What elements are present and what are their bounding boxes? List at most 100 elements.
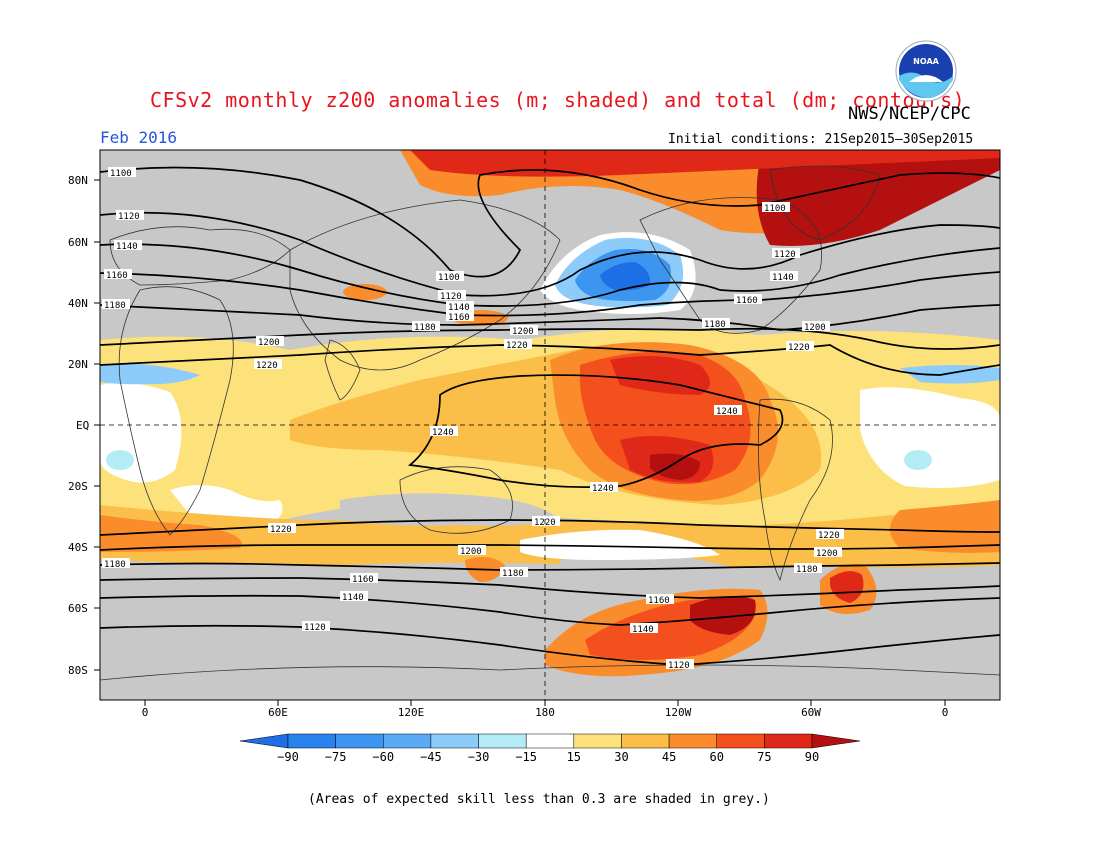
contour-label-1160-sc: 1160 — [646, 594, 674, 606]
contour-1140 — [100, 243, 1000, 307]
svg-text:1200: 1200 — [512, 327, 534, 337]
svg-text:1240: 1240 — [716, 407, 738, 417]
contour-1140-south — [100, 594, 1000, 626]
skill-footnote: (Areas of expected skill less than 0.3 a… — [308, 792, 770, 807]
contour-label-1200-s: 1200 — [458, 545, 486, 557]
svg-text:1120: 1120 — [668, 661, 690, 671]
contour-label-1200-se: 1200 — [814, 547, 842, 559]
svg-text:1160: 1160 — [648, 596, 670, 606]
colorbar-swatch — [335, 733, 384, 749]
india-coast — [324, 339, 361, 401]
contour-label-1200-c: 1200 — [510, 325, 538, 337]
anomaly-arctic-75 — [410, 150, 1000, 177]
svg-text:1180: 1180 — [414, 323, 436, 333]
contour-label-1120-c: 1120 — [438, 290, 466, 302]
contour-1120-south — [100, 624, 1000, 666]
anomaly-satl-core — [830, 571, 864, 603]
anomaly-blue-sw — [106, 450, 134, 470]
anomaly-south-west — [100, 515, 242, 552]
contour-label-1180-e: 1180 — [702, 318, 730, 330]
svg-text:1100: 1100 — [110, 169, 132, 179]
colorbar-tick-label: 45 — [662, 750, 676, 764]
contour-label-1100-w: 1100 — [108, 167, 136, 179]
lon-label: 180 — [535, 706, 555, 719]
svg-text:1180: 1180 — [104, 560, 126, 570]
antarctica-coast — [100, 664, 1000, 681]
contour-label-1160-e: 1160 — [734, 294, 762, 306]
contour-label-1180-sc: 1180 — [500, 567, 528, 579]
svg-text:1220: 1220 — [788, 343, 810, 353]
contour-label-1140-s: 1140 — [340, 591, 368, 603]
svg-text:1240: 1240 — [592, 484, 614, 494]
svg-text:1160: 1160 — [352, 575, 374, 585]
lat-label: 40N — [68, 297, 88, 310]
svg-text:1120: 1120 — [304, 623, 326, 633]
svg-text:1180: 1180 — [502, 569, 524, 579]
svg-text:1140: 1140 — [772, 273, 794, 283]
svg-text:1140: 1140 — [632, 625, 654, 635]
svg-text:1100: 1100 — [438, 273, 460, 283]
svg-text:1240: 1240 — [432, 428, 454, 438]
colorbar-tick-label: 30 — [614, 750, 628, 764]
contour-label-1100-e: 1100 — [762, 202, 790, 214]
colorbar-tick-label: 15 — [567, 750, 581, 764]
lat-label: 60S — [68, 602, 88, 615]
contour-label-1100-c: 1100 — [436, 271, 464, 283]
colorbar-tick-label: 90 — [805, 750, 819, 764]
svg-text:1220: 1220 — [270, 525, 292, 535]
contour-label-1180-w: 1180 — [102, 299, 130, 311]
svg-text:1120: 1120 — [440, 292, 462, 302]
contour-label-1240-c: 1240 — [714, 405, 742, 417]
contour-label-1140-c: 1140 — [446, 301, 474, 313]
contour-1180 — [100, 304, 1000, 331]
map-panel: 1100 1120 1140 1160 1180 1200 1220 1100 … — [100, 150, 1000, 700]
contour-1200-south — [100, 544, 1000, 551]
lon-label: 0 — [942, 706, 949, 719]
contour-label-1120-sc: 1120 — [666, 659, 694, 671]
contour-label-1160-s: 1160 — [350, 573, 378, 585]
svg-text:1200: 1200 — [258, 338, 280, 348]
anomaly-south-east — [890, 500, 1000, 553]
anomaly-blue-se — [904, 450, 932, 470]
colorbar-tick-label: −30 — [468, 750, 490, 764]
svg-text:1140: 1140 — [448, 303, 470, 313]
colorbar-swatch — [478, 733, 527, 749]
svg-text:NOAA: NOAA — [913, 57, 939, 66]
initial-conditions: Initial conditions: 21Sep2015–30Sep2015 — [668, 132, 974, 147]
anomaly-sopac-max — [690, 596, 756, 635]
coastlines — [100, 165, 1000, 681]
lon-label: 120E — [398, 706, 425, 719]
svg-text:1220: 1220 — [818, 531, 840, 541]
contour-label-1180-c: 1180 — [412, 321, 440, 333]
contour-label-1200-w: 1200 — [256, 336, 284, 348]
asia-coast — [289, 199, 561, 371]
colorbar-swatch — [383, 733, 432, 749]
anomaly-asia-blob — [343, 284, 387, 300]
contour-label-1140-sc: 1140 — [630, 623, 658, 635]
contour-label-1120-e: 1120 — [772, 248, 800, 260]
org-label: NWS/NCEP/CPC — [848, 104, 971, 124]
svg-text:1100: 1100 — [764, 204, 786, 214]
lat-label: 60N — [68, 236, 88, 249]
contour-label-1220-se: 1220 — [816, 529, 844, 541]
colorbar-arrow-high — [811, 733, 861, 749]
contour-label-1160-w: 1160 — [104, 269, 132, 281]
contour-1220-south — [100, 519, 1000, 536]
lon-label: 60E — [268, 706, 288, 719]
lon-label: 0 — [142, 706, 149, 719]
lon-label: 60W — [801, 706, 821, 719]
svg-text:1220: 1220 — [256, 361, 278, 371]
greenland-coast — [769, 165, 881, 241]
contour-label-1140-w: 1140 — [114, 240, 142, 252]
contour-1120 — [100, 211, 1000, 297]
contour-label-1120-w: 1120 — [116, 210, 144, 222]
anomaly-white-south — [520, 529, 720, 560]
svg-text:1140: 1140 — [342, 593, 364, 603]
contour-label-1120-s: 1120 — [302, 621, 330, 633]
noaa-logo: NOAA — [895, 40, 957, 102]
contour-label-group: 1100 1120 1140 1160 1180 1200 1220 1100 … — [102, 167, 844, 671]
svg-text:1160: 1160 — [106, 271, 128, 281]
contour-label-1140-e: 1140 — [770, 271, 798, 283]
lon-axis: 0 60E 120E 180 120W 60W 0 — [142, 700, 949, 719]
contour-label-1220-w: 1220 — [254, 359, 282, 371]
